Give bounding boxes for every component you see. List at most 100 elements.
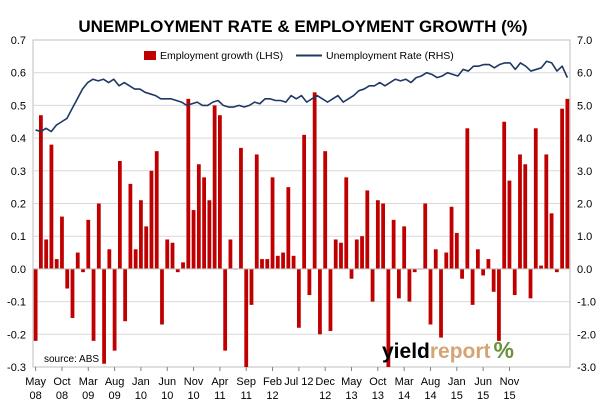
bar [491, 268, 496, 292]
bar [96, 203, 101, 269]
y-left-tick-label: 0.7 [11, 35, 26, 47]
bar [160, 268, 164, 325]
unemployment-rate-line [35, 60, 569, 133]
bar [270, 177, 275, 269]
bar [365, 190, 370, 269]
bar-series-employment-growth [33, 92, 570, 367]
bar [286, 187, 291, 269]
bar [144, 226, 149, 269]
x-tick-label-year: 15 [477, 390, 489, 402]
x-tick-label-month: Aug [105, 376, 125, 388]
bar [539, 265, 543, 269]
bar [544, 154, 549, 269]
bar [202, 177, 206, 269]
x-tick-label-year: 10 [187, 390, 199, 402]
bar [312, 92, 317, 269]
bar [307, 268, 312, 296]
bar [428, 268, 433, 325]
bar [407, 268, 412, 302]
bar [523, 164, 528, 269]
bar [249, 268, 254, 305]
legend-swatch-employment-growth [144, 51, 156, 60]
x-tick-label-year: 10 [135, 390, 147, 402]
x-tick-label-year: 09 [82, 390, 94, 402]
x-tick-label-year: 11 [241, 390, 252, 402]
y-left-tick-label: 0.5 [11, 100, 26, 112]
bar [333, 239, 338, 269]
bar [239, 147, 243, 269]
x-tick-label-month: Feb [263, 376, 282, 388]
bar [328, 268, 333, 332]
x-tick-label-month: Sep [236, 376, 256, 388]
legend: Employment growth (LHS) Unemployment Rat… [144, 50, 454, 62]
source-note: source: ABS [44, 354, 99, 365]
y-right-tick-label: 4.0 [577, 133, 592, 145]
y-left-tick-label: -0.3 [7, 362, 26, 374]
bar [402, 226, 407, 269]
bar [528, 268, 533, 299]
bar [439, 268, 443, 338]
y-right-tick-label: 3.0 [577, 166, 592, 178]
x-tick-label-month: Oct [53, 376, 70, 388]
bar [86, 219, 91, 269]
bar [349, 268, 354, 279]
bar [481, 268, 486, 276]
bar [344, 177, 349, 269]
bar [433, 249, 438, 269]
bar [107, 249, 112, 269]
x-tick-label-month: Dec [315, 376, 335, 388]
x-tick-label-month: Nov [500, 376, 520, 388]
x-tick-label-year: 14 [398, 390, 410, 402]
bar [154, 151, 159, 269]
bar [486, 259, 491, 269]
y-right-tick-label: 1.0 [577, 231, 592, 243]
bar [218, 115, 222, 269]
bar [397, 268, 401, 299]
x-tick-label-year: 08 [56, 390, 68, 402]
bar [112, 268, 117, 351]
x-tick-label-month: Mar [395, 376, 414, 388]
y-axis-right: -3.0 -2.0 -1.0 0.0 1.0 2.0 3.0 4.0 5.0 6.0 7.0 [577, 35, 596, 374]
bar [191, 210, 196, 269]
svg-text:yieldreport%: yieldreport% [382, 337, 514, 363]
bar [207, 200, 212, 269]
y-right-tick-label: -2.0 [577, 329, 596, 341]
bar [497, 268, 501, 341]
bar [470, 268, 475, 305]
x-tick-label-month: Jun [158, 376, 176, 388]
x-tick-label-month: Jul 12 [284, 376, 313, 388]
bar [386, 268, 391, 367]
bar [275, 255, 280, 269]
bar [549, 213, 554, 269]
x-tick-label-year: 15 [503, 390, 515, 402]
bar [533, 128, 538, 269]
bar [181, 262, 185, 269]
bar [60, 216, 64, 269]
bar [302, 134, 307, 269]
y-right-tick-label: 7.0 [577, 35, 592, 47]
bar [502, 121, 507, 269]
logo-report: report [430, 340, 491, 363]
bar [260, 259, 264, 269]
bar [149, 170, 154, 269]
bar [49, 144, 54, 269]
y-left-tick-label: 0.6 [11, 68, 26, 80]
bar [133, 249, 138, 269]
x-tick-label-month: Oct [369, 376, 386, 388]
bar [391, 219, 396, 269]
y-right-tick-label: -1.0 [577, 297, 596, 309]
bar [75, 252, 80, 269]
bar [265, 259, 270, 269]
bar [412, 268, 417, 273]
x-tick-label-month: Jan [132, 376, 150, 388]
y-left-tick-label: 0.1 [11, 231, 26, 243]
bar [354, 239, 359, 269]
x-tick-label-month: Aug [421, 376, 441, 388]
x-tick-label-year: 11 [214, 390, 225, 402]
bar [33, 268, 38, 341]
bar [254, 154, 259, 269]
x-tick-label-year: 15 [451, 390, 463, 402]
bar [518, 154, 522, 269]
x-tick-label-month: Apr [211, 376, 228, 388]
x-tick-label-year: 10 [161, 390, 173, 402]
